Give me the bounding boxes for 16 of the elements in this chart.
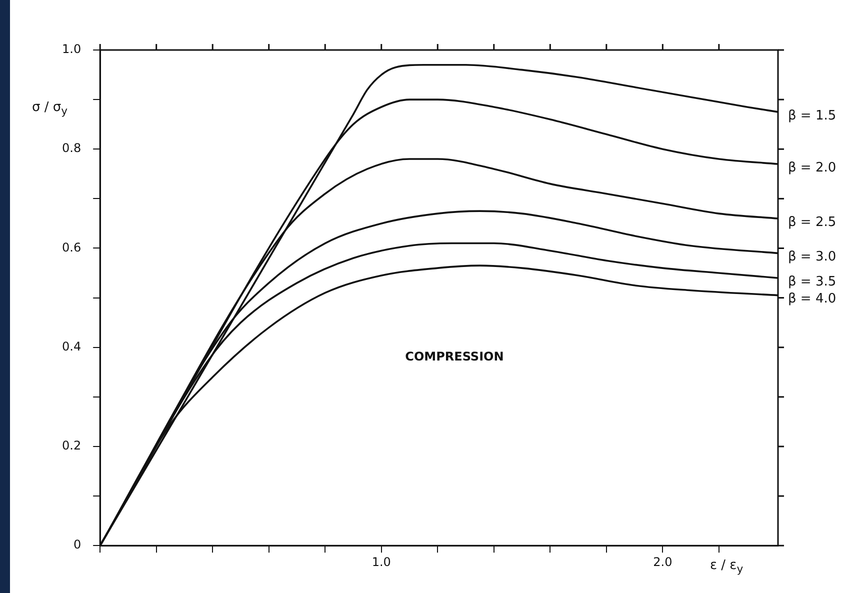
y-tick-label: 0.8 [62, 141, 82, 156]
legend-label: β = 3.0 [788, 250, 836, 265]
y-tick-label: 0 [73, 538, 82, 552]
y-tick-label: 0.2 [62, 438, 82, 453]
legend-label: β = 1.5 [788, 108, 836, 124]
series-label: β = 2.5 [788, 214, 836, 230]
y-tick-label: 1.0 [62, 42, 82, 56]
y-axis-title: σ / σ$_{y}$ [32, 100, 68, 118]
series-label: β = 3.5 [788, 274, 836, 290]
x-tick-label: 2.0 [653, 554, 672, 569]
series-label: β = 4.0 [788, 292, 836, 307]
x-axis-title: ε / ε$_{y}$ [710, 558, 744, 576]
annotation: COMPRESSION [405, 349, 504, 364]
legend-label: β = 2.0 [788, 160, 836, 176]
y-tick-label: 0.6 [62, 240, 82, 254]
y-tick-label: 0.4 [62, 339, 82, 354]
